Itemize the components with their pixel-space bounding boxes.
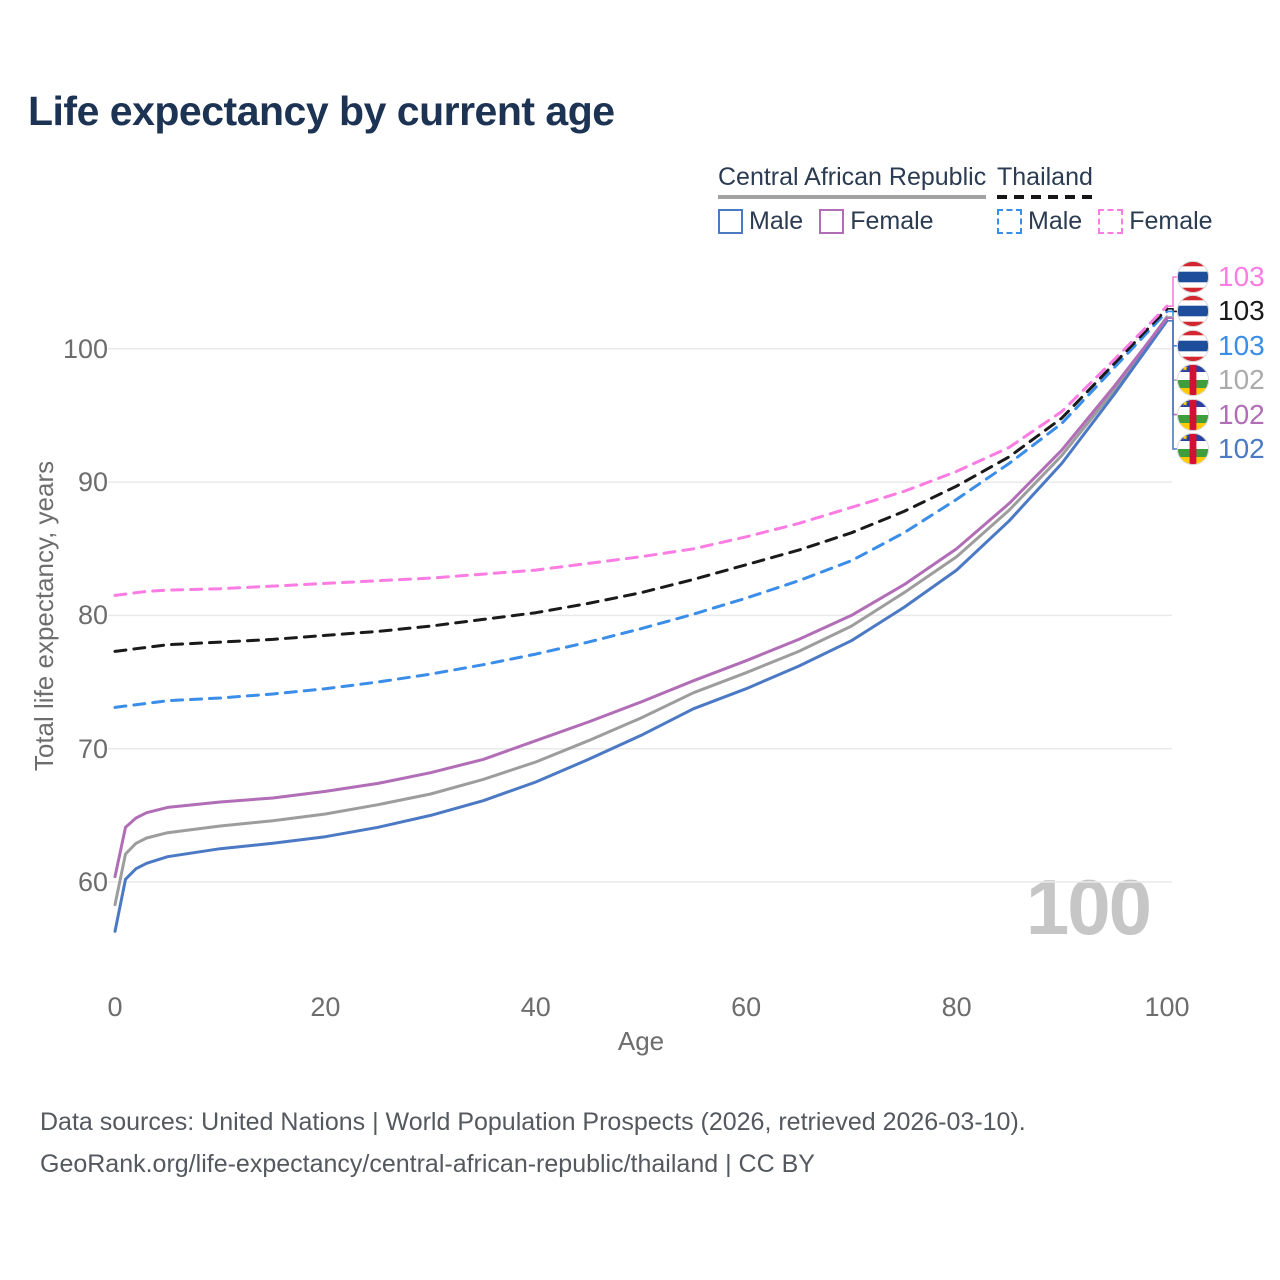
end-value-th_male: 103 bbox=[1218, 329, 1265, 361]
car-female-swatch-icon bbox=[819, 209, 845, 235]
x-tick-100: 100 bbox=[1144, 992, 1190, 1022]
x-tick-40: 40 bbox=[520, 992, 551, 1022]
legend-group-central-african-republic: Central African Republic Male Female bbox=[718, 162, 987, 236]
x-tick-60: 60 bbox=[731, 992, 762, 1022]
leader-line-th_both bbox=[1167, 308, 1179, 313]
y-tick-60: 60 bbox=[77, 867, 108, 897]
series-line-car_female[interactable] bbox=[113, 316, 1169, 879]
car-male-label: Male bbox=[749, 207, 804, 235]
thailand-flag-icon bbox=[1176, 260, 1210, 294]
series-line-th_male[interactable] bbox=[113, 310, 1169, 709]
thailand-flag-icon bbox=[1176, 329, 1210, 362]
x-tick-80: 80 bbox=[941, 992, 972, 1022]
chart-title: Life expectancy by current age bbox=[28, 88, 615, 134]
series-line-th_both[interactable] bbox=[113, 307, 1169, 653]
legend-country-label-car: Central African Republic bbox=[718, 163, 987, 191]
end-value-car_both: 102 bbox=[1218, 364, 1265, 396]
end-label-th_female: 103 bbox=[1176, 260, 1265, 294]
end-label-car_male: 102 bbox=[1176, 432, 1265, 466]
end-label-car_both: 102 bbox=[1176, 363, 1265, 397]
series-line-car_male[interactable] bbox=[113, 319, 1169, 933]
end-label-th_male: 103 bbox=[1176, 329, 1265, 363]
legend-item-car-male[interactable]: Male bbox=[718, 207, 804, 236]
y-tick-100: 100 bbox=[62, 333, 108, 364]
legend-item-car-female[interactable]: Female bbox=[819, 207, 934, 236]
leader-line-th_female bbox=[1167, 276, 1179, 307]
th-female-label: Female bbox=[1129, 207, 1213, 235]
y-tick-70: 70 bbox=[77, 733, 108, 764]
footer: Data sources: United Nations | World Pop… bbox=[40, 1108, 1026, 1192]
legend-country-header-car[interactable]: Central African Republic bbox=[718, 162, 987, 199]
attribution-url-text: GeoRank.org/life-expectancy/central-afri… bbox=[40, 1150, 815, 1178]
end-value-th_both: 103 bbox=[1218, 295, 1265, 327]
thailand-flag-icon bbox=[1176, 295, 1210, 328]
legend-country-label-thailand: Thailand bbox=[997, 163, 1093, 191]
leader-line-car_male bbox=[1167, 320, 1179, 450]
end-label-car_female: 102 bbox=[1176, 398, 1265, 432]
age-counter-watermark: 100 bbox=[1025, 863, 1152, 951]
legend-item-th-female[interactable]: Female bbox=[1098, 207, 1213, 236]
legend-country-header-thailand[interactable]: Thailand bbox=[997, 162, 1093, 199]
central-african-republic-flag-icon bbox=[1176, 364, 1210, 397]
x-tick-20: 20 bbox=[310, 992, 341, 1022]
x-tick-0: 0 bbox=[107, 992, 123, 1022]
end-value-th_female: 103 bbox=[1218, 261, 1265, 292]
series-line-th_female[interactable] bbox=[113, 304, 1169, 597]
th-female-swatch-icon bbox=[1098, 209, 1124, 235]
legend-item-th-male[interactable]: Male bbox=[997, 207, 1083, 236]
car-female-label: Female bbox=[850, 207, 934, 235]
end-value-car_female: 102 bbox=[1218, 398, 1265, 430]
th-male-swatch-icon bbox=[997, 209, 1022, 235]
series-line-car_both[interactable] bbox=[113, 315, 1169, 907]
central-african-republic-flag-icon bbox=[1176, 432, 1210, 466]
car-male-swatch-icon bbox=[718, 209, 743, 235]
data-sources-text: Data sources: United Nations | World Pop… bbox=[40, 1108, 1026, 1136]
legend-group-thailand: Thailand Male Female bbox=[997, 162, 1213, 236]
central-african-republic-flag-icon bbox=[1176, 398, 1210, 431]
dashed-line-style-indicator bbox=[997, 195, 1093, 199]
y-tick-80: 80 bbox=[77, 600, 108, 631]
solid-line-style-indicator bbox=[718, 195, 987, 199]
end-value-car_male: 102 bbox=[1218, 433, 1265, 464]
end-label-th_both: 103 bbox=[1176, 294, 1265, 328]
th-male-label: Male bbox=[1028, 207, 1083, 235]
y-tick-90: 90 bbox=[77, 467, 108, 498]
x-axis-title: Age bbox=[617, 1026, 665, 1056]
